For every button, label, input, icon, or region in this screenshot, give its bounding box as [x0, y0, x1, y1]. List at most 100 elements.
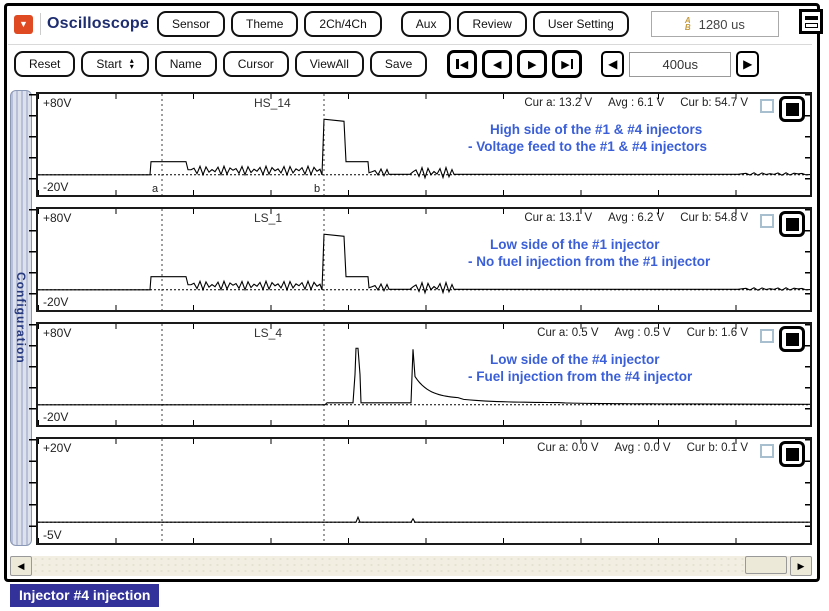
cursor-button[interactable]: Cursor — [222, 51, 289, 77]
waveform-ch1 — [38, 94, 810, 195]
black-square-icon — [785, 332, 799, 346]
time-ticks — [38, 324, 810, 329]
down-triangle-icon: ▼ — [19, 19, 28, 29]
channel-1-panel: +80V -20V HS_14 Cur a: 13.2 V Avg : 6.1 … — [29, 92, 812, 197]
measurements: Cur a: 0.5 V Avg : 0.5 V Cur b: 1.6 V — [537, 327, 748, 339]
annotation: Low side of the #1 injector - No fuel in… — [468, 237, 711, 269]
measurements: Cur a: 0.0 V Avg : 0.0 V Cur b: 0.1 V — [537, 442, 748, 454]
channel-checkbox[interactable] — [760, 329, 774, 343]
toolbar-row-2: Reset Start ▴ ▾ Name Cursor ViewAll Save … — [14, 49, 760, 79]
channel-checkbox[interactable] — [760, 99, 774, 113]
channel-color-button[interactable] — [779, 96, 805, 122]
time-ticks — [38, 439, 810, 444]
v-top-label: +80V — [43, 96, 72, 110]
theme-button[interactable]: Theme — [231, 11, 299, 37]
channel-color-button[interactable] — [779, 211, 805, 237]
start-button[interactable]: Start ▴ ▾ — [81, 51, 149, 77]
left-triangle-icon: ◀ — [459, 58, 469, 71]
go-last-button[interactable]: ▶ — [552, 50, 583, 78]
voltage-ticks — [29, 439, 36, 543]
divider — [40, 13, 41, 35]
start-label: Start — [96, 57, 122, 71]
v-top-label: +20V — [43, 441, 72, 455]
horizontal-scrollbar: ◀ ▶ — [10, 556, 812, 576]
cursor-ab-icon: A B — [684, 17, 691, 32]
cursor-b-label: b — [314, 183, 321, 195]
channel-name: HS_14 — [254, 96, 291, 110]
timebase-decrease-button[interactable]: ◀ — [601, 51, 625, 77]
left-triangle-icon: ◀ — [608, 57, 618, 71]
timebase-increase-button[interactable]: ▶ — [736, 51, 760, 77]
voltage-ticks — [805, 324, 810, 425]
cursor-time-value: 1280 us — [698, 16, 745, 32]
menu-bar-icon — [804, 15, 818, 20]
annotation: Low side of the #4 injector - Fuel injec… — [468, 352, 693, 384]
app-dropdown-icon[interactable]: ▼ — [14, 14, 33, 34]
time-ticks — [38, 190, 810, 195]
bar-icon — [456, 59, 459, 69]
channel-3-panel: +80V -20V LS_4 Cur a: 0.5 V Avg : 0.5 V … — [29, 322, 812, 427]
sensor-button[interactable]: Sensor — [157, 11, 226, 37]
channel-4-panel: +20V -5V Cur a: 0.0 V Avg : 0.0 V Cur b:… — [29, 437, 812, 545]
time-ticks — [38, 538, 810, 543]
channel-name: LS_4 — [254, 326, 283, 340]
channel-checkbox[interactable] — [760, 214, 774, 228]
caption-badge: Injector #4 injection — [10, 584, 160, 607]
toolbar-separator — [8, 44, 812, 45]
channel-name: LS_1 — [254, 211, 283, 225]
scrollbar-track[interactable] — [32, 556, 790, 576]
viewall-button[interactable]: ViewAll — [294, 51, 364, 77]
cursor-b-glyph: B — [684, 23, 691, 32]
step-back-button[interactable]: ◀ — [482, 50, 513, 78]
waveform-ch2 — [38, 209, 810, 310]
bar-icon — [570, 59, 574, 69]
timebase-display: 400us — [629, 51, 732, 77]
save-button[interactable]: Save — [369, 51, 428, 77]
left-triangle-icon: ◀ — [493, 58, 502, 71]
trace-ch2 — [38, 233, 810, 295]
menu-bar-icon — [804, 22, 818, 28]
configuration-tab[interactable]: Configuration — [10, 90, 32, 546]
time-ticks — [38, 420, 810, 425]
scrollbar-thumb[interactable] — [745, 556, 787, 574]
spinner-icon: ▴ ▾ — [129, 56, 134, 71]
cursor-time-display: A B 1280 us — [650, 11, 779, 37]
time-ticks — [38, 305, 810, 310]
voltage-ticks — [805, 94, 810, 195]
v-bottom-label: -5V — [43, 528, 62, 542]
black-square-icon — [785, 217, 799, 231]
right-triangle-icon: ▶ — [561, 58, 570, 71]
voltage-ticks — [29, 94, 36, 195]
time-ticks — [38, 209, 810, 214]
waveform-ch4 — [38, 439, 810, 543]
go-first-button[interactable]: ◀ — [447, 50, 478, 78]
right-triangle-icon: ▶ — [797, 560, 805, 571]
step-forward-button[interactable]: ▶ — [517, 50, 548, 78]
scroll-right-button[interactable]: ▶ — [790, 556, 812, 576]
channel-2-panel: +80V -20V LS_1 Cur a: 13.1 V Avg : 6.2 V… — [29, 207, 812, 312]
app-title: Oscilloscope — [47, 15, 149, 32]
cursor-a-label: a — [152, 183, 159, 195]
scroll-left-button[interactable]: ◀ — [10, 556, 32, 576]
right-triangle-icon: ▶ — [528, 58, 537, 71]
v-bottom-label: -20V — [43, 295, 69, 309]
channel-color-button[interactable] — [779, 441, 805, 467]
voltage-ticks — [29, 209, 36, 310]
channel-mode-button[interactable]: 2Ch/4Ch — [304, 11, 382, 37]
v-top-label: +80V — [43, 211, 72, 225]
name-button[interactable]: Name — [154, 51, 217, 77]
toolbar-row-1: ▼ Oscilloscope Sensor Theme 2Ch/4Ch Aux … — [14, 10, 779, 38]
timebase-value: 400us — [662, 56, 698, 72]
review-button[interactable]: Review — [457, 11, 527, 37]
black-square-icon — [785, 102, 799, 116]
aux-button[interactable]: Aux — [400, 11, 452, 37]
channel-color-button[interactable] — [779, 326, 805, 352]
user-setting-button[interactable]: User Setting — [532, 11, 629, 37]
reset-button[interactable]: Reset — [14, 51, 76, 77]
menu-button[interactable] — [799, 9, 823, 34]
annotation: High side of the #1 & #4 injectors - Vol… — [468, 122, 708, 154]
right-triangle-icon: ▶ — [743, 57, 753, 71]
channel-checkbox[interactable] — [760, 444, 774, 458]
trace-ch4 — [38, 515, 810, 523]
